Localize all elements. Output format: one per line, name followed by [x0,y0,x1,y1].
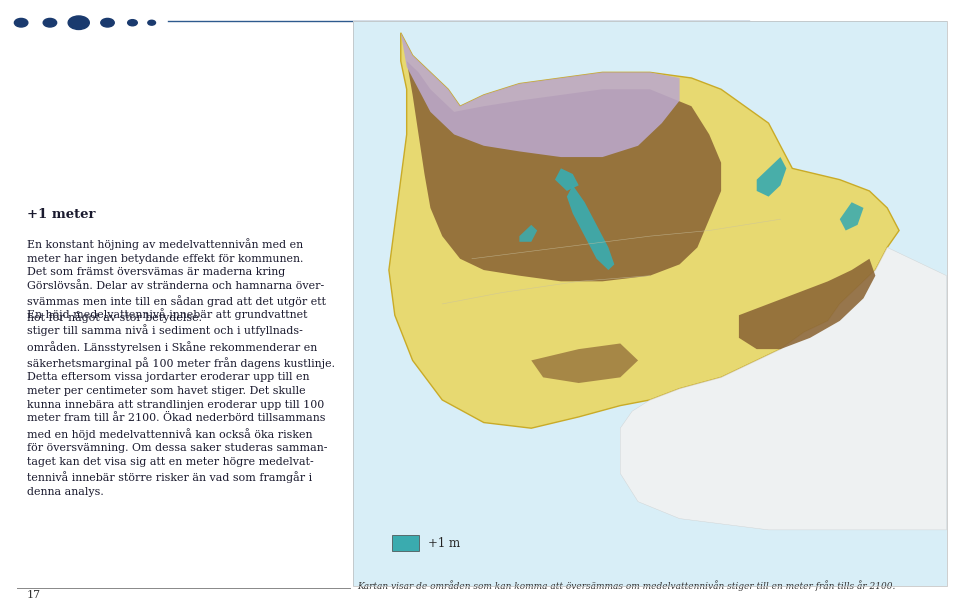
Circle shape [68,16,89,29]
Polygon shape [739,258,876,349]
Polygon shape [519,225,538,242]
Text: En konstant höjning av medelvattennivån med en
meter har ingen betydande effekt : En konstant höjning av medelvattennivån … [27,238,325,324]
Text: 17: 17 [27,591,41,600]
Text: En höjd medelvattennivå innebär att grundvattnet
stiger till samma nivå i sedime: En höjd medelvattennivå innebär att grun… [27,308,335,497]
Text: +1 m: +1 m [428,537,460,550]
Polygon shape [400,33,680,157]
Bar [353,21,947,586]
Bar [353,21,947,586]
Polygon shape [389,33,900,428]
Polygon shape [407,61,721,281]
Circle shape [128,20,137,26]
Polygon shape [566,185,614,270]
Polygon shape [840,202,863,230]
Circle shape [43,18,57,27]
Text: +1 meter: +1 meter [27,208,95,220]
Circle shape [148,20,156,25]
Polygon shape [620,247,947,530]
Circle shape [14,18,28,27]
Circle shape [101,18,114,27]
Text: Kartan visar de områden som kan komma att översämmas om medelvattennivån stiger : Kartan visar de områden som kan komma at… [357,580,896,591]
Polygon shape [555,168,579,191]
Bar [392,535,419,551]
Polygon shape [531,343,638,383]
Polygon shape [756,157,786,196]
